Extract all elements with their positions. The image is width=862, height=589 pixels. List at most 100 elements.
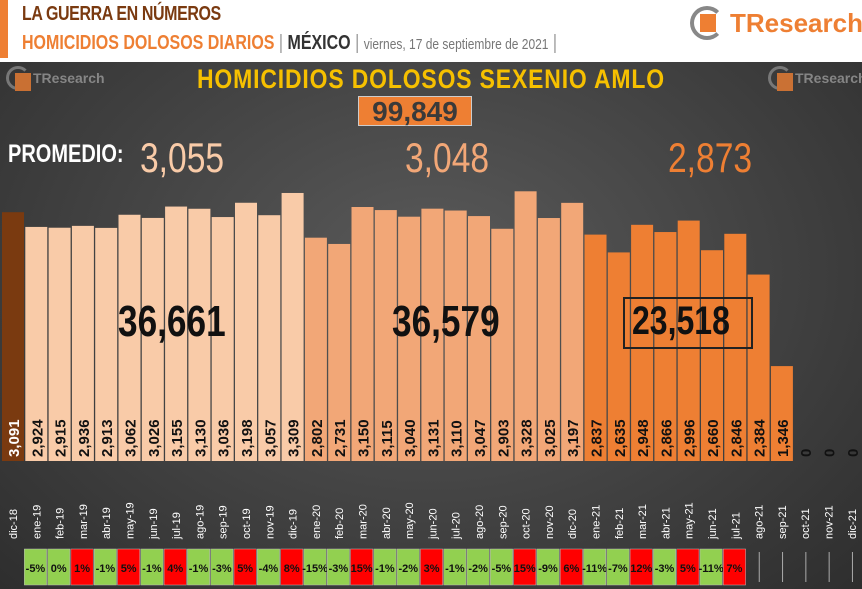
bar-value-label: 2,660 — [705, 419, 722, 457]
change-label: 5% — [237, 563, 253, 575]
bar — [25, 226, 48, 461]
bar-value-label: 2,866 — [658, 419, 675, 457]
change-label: 3% — [424, 563, 440, 575]
change-cell — [47, 548, 71, 586]
x-tick-label: mar-21 — [637, 504, 649, 539]
change-cell — [653, 548, 676, 586]
change-label: -3% — [329, 563, 349, 575]
bar — [95, 227, 118, 461]
bar-value-label: 3,328 — [519, 419, 536, 457]
change-label: -9% — [538, 563, 558, 575]
bar — [258, 215, 281, 461]
x-tick-label: oct-19 — [241, 508, 253, 539]
bar — [701, 250, 723, 461]
average-2021: 2,873 — [668, 134, 753, 181]
change-cell — [326, 548, 350, 586]
bar — [118, 214, 141, 461]
x-tick-label: dic-20 — [567, 509, 579, 539]
bar — [631, 224, 654, 461]
change-label: -7% — [608, 563, 628, 575]
change-label: -3% — [212, 563, 232, 575]
bar-value-label: 3,040 — [402, 419, 419, 457]
x-tick-label: abr-19 — [101, 507, 113, 539]
change-label: -11% — [582, 563, 607, 575]
x-tick-label: ago-19 — [194, 505, 206, 539]
header-title: LA GUERRA EN NÚMEROS — [22, 3, 221, 25]
x-tick-label: nov-20 — [544, 505, 556, 539]
bar-value-label: 3,026 — [146, 419, 163, 457]
x-tick-label: nov-19 — [264, 505, 276, 539]
watermark-logo-right: TResearch — [768, 66, 862, 91]
change-label: 0% — [51, 563, 67, 575]
x-tick-label: feb-20 — [334, 508, 346, 539]
bar-value-label: 3,110 — [449, 420, 466, 457]
bar-value-label: 3,062 — [123, 419, 140, 457]
change-cell — [443, 548, 467, 586]
change-label: 1% — [74, 563, 90, 575]
bar — [444, 210, 467, 461]
chart: TResearch TResearch 3,091 dic-18 2,924 ene-… — [0, 62, 862, 589]
x-tick-label: oct-20 — [521, 508, 533, 539]
change-cell — [24, 548, 47, 586]
header: LA GUERRA EN NÚMEROS HOMICIDIOS DOLOSOS … — [0, 0, 862, 62]
x-tick-label: ago-21 — [754, 505, 766, 539]
change-cell — [117, 548, 141, 586]
change-label: -2% — [468, 563, 488, 575]
bar — [491, 228, 514, 461]
bar — [281, 192, 304, 461]
change-cell — [513, 548, 537, 586]
bar — [654, 232, 677, 461]
bar-value-label: 3,115 — [379, 420, 396, 457]
x-tick-label: jun-20 — [427, 508, 439, 540]
average-2020: 3,048 — [405, 134, 490, 181]
bar — [561, 202, 584, 461]
x-tick-label: sep-19 — [218, 505, 230, 539]
change-cell — [466, 548, 490, 586]
change-label: 6% — [563, 563, 579, 575]
x-tick-label: jul-21 — [730, 512, 742, 540]
x-tick-label: jun-19 — [148, 508, 160, 540]
bar — [71, 225, 94, 461]
total-2021: 23,518 — [632, 299, 730, 343]
bar — [398, 216, 421, 461]
bar — [328, 243, 351, 461]
bar — [165, 206, 188, 461]
bar-value-label: 2,837 — [589, 419, 606, 457]
bar-value-label: 2,915 — [53, 419, 70, 457]
change-cell — [280, 548, 304, 586]
change-cell — [350, 548, 374, 586]
change-label: 12% — [630, 563, 652, 575]
bar-value-label: 2,996 — [682, 419, 699, 457]
x-tick-label: dic-18 — [8, 509, 20, 539]
x-tick-label: ene-20 — [311, 505, 323, 539]
logo-icon — [6, 66, 31, 91]
change-cell — [536, 548, 560, 586]
x-tick-label: may-20 — [404, 502, 416, 539]
change-cell — [163, 548, 187, 586]
change-label: 7% — [726, 563, 742, 575]
x-tick-label: may-21 — [684, 502, 696, 539]
change-cell — [420, 548, 443, 586]
x-tick-label: mar-19 — [78, 504, 90, 539]
bar-value-label: 0 — [845, 449, 862, 457]
total-2019: 36,661 — [118, 297, 226, 346]
bar-value-label: 3,057 — [262, 419, 279, 457]
bar-value-label: 3,150 — [356, 419, 373, 457]
bar — [677, 220, 700, 461]
bar-value-label: 0 — [822, 449, 839, 457]
bar — [421, 208, 444, 461]
x-tick-label: jun-21 — [707, 508, 719, 540]
change-label: -11% — [699, 563, 724, 575]
change-label: -3% — [655, 563, 675, 575]
x-tick-label: dic-21 — [847, 509, 859, 539]
header-subtitle: HOMICIDIOS DOLOSOS DIARIOS | MÉXICO | vi… — [22, 32, 558, 54]
change-cell — [70, 548, 94, 586]
bar-value-label: 2,924 — [29, 419, 46, 457]
average-label: PROMEDIO: — [8, 140, 124, 168]
bar-value-label: 3,036 — [216, 419, 233, 457]
change-cell — [257, 548, 280, 586]
bar — [235, 202, 257, 461]
bar-value-label: 2,802 — [309, 419, 326, 457]
x-tick-label: ene-19 — [31, 505, 43, 539]
change-cell — [490, 548, 513, 586]
